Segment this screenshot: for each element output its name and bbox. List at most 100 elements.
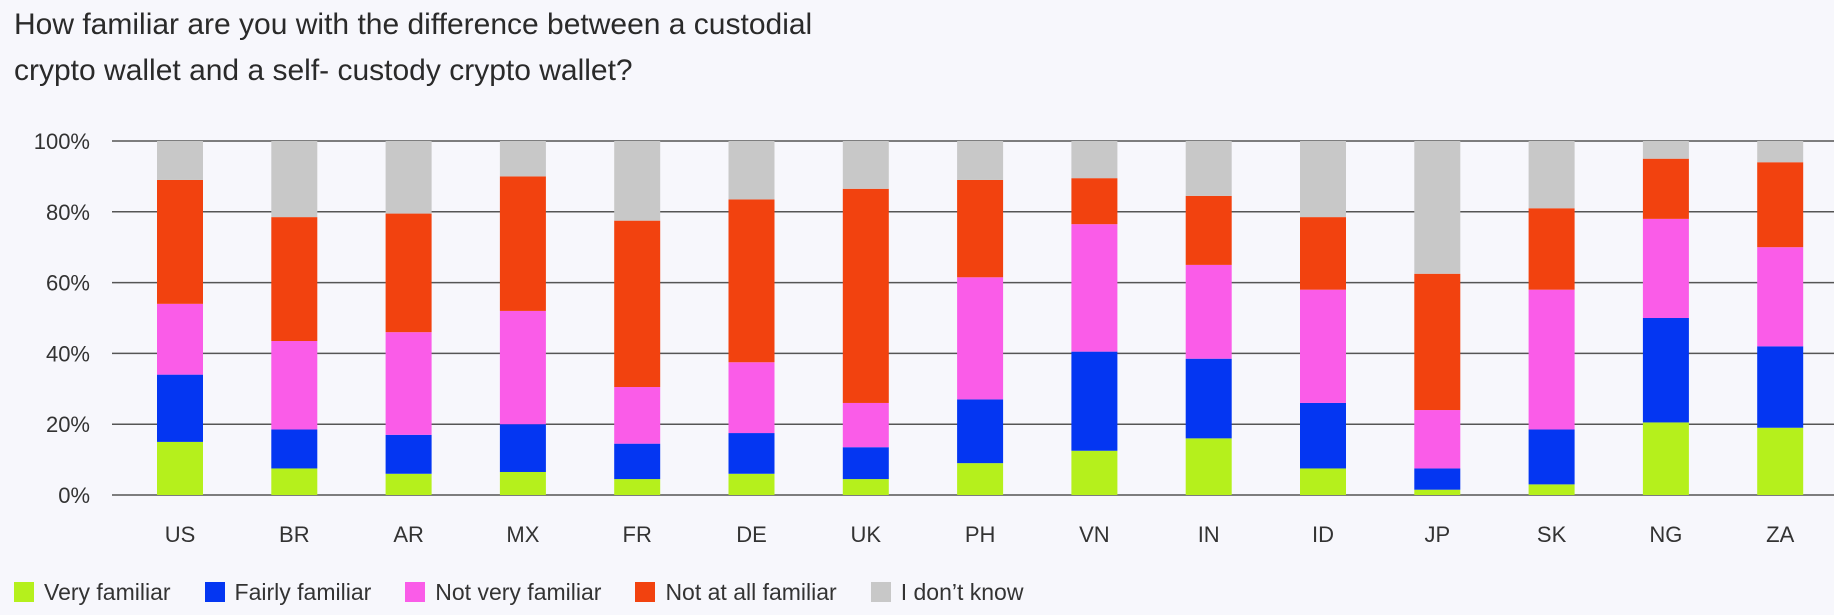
bar-uk-fairly-familiar <box>842 447 889 480</box>
bar-uk-i-don-t-know <box>842 141 889 189</box>
bar-in-not-very-familiar <box>1185 264 1232 359</box>
bar-id-very-familiar <box>1300 468 1346 495</box>
x-category-label: VN <box>1079 522 1110 547</box>
bar-ph-very-familiar <box>957 463 1004 495</box>
bar-za-not-at-all-familiar <box>1757 162 1804 248</box>
y-tick-label: 40% <box>46 341 90 366</box>
bar-us-very-familiar <box>157 441 203 495</box>
bar-ph-i-don-t-know <box>957 141 1004 180</box>
legend-item: Not at all familiar <box>635 578 837 606</box>
bar-mx-i-don-t-know <box>499 141 546 177</box>
legend-item: Fairly familiar <box>204 578 372 606</box>
bar-ar-very-familiar <box>385 473 432 495</box>
legend-label: Not at all familiar <box>665 578 837 605</box>
chart-bars <box>157 141 1804 495</box>
legend-swatch <box>635 582 656 602</box>
bar-mx-very-familiar <box>499 471 546 495</box>
y-tick-label: 80% <box>46 200 90 225</box>
bar-vn-i-don-t-know <box>1071 141 1118 179</box>
x-category-label: JP <box>1424 522 1450 547</box>
bar-vn-very-familiar <box>1071 450 1118 495</box>
x-category-label: UK <box>851 522 882 547</box>
bar-fr-not-at-all-familiar <box>614 220 661 388</box>
bar-ng-i-don-t-know <box>1642 141 1689 159</box>
bar-de-not-very-familiar <box>728 362 775 434</box>
bar-vn-fairly-familiar <box>1071 351 1118 451</box>
legend-swatch <box>14 582 34 602</box>
x-category-label: AR <box>393 522 424 547</box>
bar-in-i-don-t-know <box>1185 141 1232 196</box>
chart-title: How familiar are you with the difference… <box>14 2 1214 94</box>
x-category-label: ZA <box>1766 522 1794 547</box>
y-axis-tick-labels: 0% 20% 40% 60% 80% 100% <box>34 129 90 508</box>
bar-de-very-familiar <box>728 473 775 495</box>
bar-uk-not-at-all-familiar <box>842 188 889 403</box>
bar-id-fairly-familiar <box>1300 402 1346 469</box>
bar-mx-fairly-familiar <box>499 424 546 472</box>
bar-us-fairly-familiar <box>157 374 203 442</box>
bar-sk-not-very-familiar <box>1528 289 1575 430</box>
bar-br-fairly-familiar <box>271 429 318 469</box>
bar-mx-not-at-all-familiar <box>499 176 546 311</box>
stacked-bar-chart: 0% 20% 40% 60% 80% 100% US BR AR MX FR DE UK PH VN IN I… <box>34 129 1834 547</box>
bar-de-fairly-familiar <box>728 433 775 474</box>
bar-za-fairly-familiar <box>1757 346 1804 428</box>
legend-swatch <box>204 582 225 602</box>
chart-legend: Very familiar Fairly familiar Not very fam… <box>14 572 1057 612</box>
bar-uk-not-very-familiar <box>842 402 889 448</box>
x-category-label: US <box>165 522 196 547</box>
bar-uk-very-familiar <box>842 479 889 495</box>
bar-za-i-don-t-know <box>1757 141 1804 163</box>
bar-sk-i-don-t-know <box>1528 141 1575 209</box>
bar-ng-very-familiar <box>1642 422 1689 495</box>
y-tick-label: 60% <box>46 271 90 296</box>
chart-title-line-1: How familiar are you with the difference… <box>14 8 813 41</box>
legend-swatch <box>405 582 426 602</box>
bar-in-fairly-familiar <box>1185 358 1232 439</box>
bar-ph-not-very-familiar <box>957 277 1004 400</box>
bar-ar-fairly-familiar <box>385 434 432 474</box>
bar-sk-fairly-familiar <box>1528 429 1575 485</box>
bar-id-not-at-all-familiar <box>1300 217 1346 290</box>
bar-id-not-very-familiar <box>1300 289 1346 403</box>
x-axis-category-labels: US BR AR MX FR DE UK PH VN IN ID JP SK NG ZA <box>165 522 1795 547</box>
bar-us-not-at-all-familiar <box>157 179 203 304</box>
y-tick-label: 100% <box>34 129 90 154</box>
y-tick-label: 0% <box>58 483 90 508</box>
bar-in-not-at-all-familiar <box>1185 195 1232 265</box>
bar-br-i-don-t-know <box>271 141 318 218</box>
bar-vn-not-very-familiar <box>1071 224 1118 352</box>
bar-de-not-at-all-familiar <box>728 199 775 363</box>
x-category-label: SK <box>1537 522 1567 547</box>
bar-fr-very-familiar <box>614 479 661 495</box>
bar-ng-fairly-familiar <box>1642 318 1689 423</box>
legend-item: I don’t know <box>870 579 1023 606</box>
bar-us-i-don-t-know <box>157 141 203 180</box>
bar-ar-i-don-t-know <box>385 141 432 214</box>
bar-za-very-familiar <box>1757 427 1804 495</box>
legend-label: Fairly familiar <box>234 578 372 605</box>
bar-ar-not-very-familiar <box>385 332 432 435</box>
bar-mx-not-very-familiar <box>499 310 546 425</box>
bar-us-not-very-familiar <box>157 303 203 375</box>
bar-jp-not-at-all-familiar <box>1414 273 1461 411</box>
chart-title-line-2: crypto wallet and a self- custody crypto… <box>14 54 633 87</box>
bar-ng-not-at-all-familiar <box>1642 158 1689 219</box>
legend-label: Very familiar <box>44 578 171 605</box>
x-category-label: IN <box>1198 522 1220 547</box>
x-category-label: NG <box>1649 522 1682 547</box>
bar-ph-fairly-familiar <box>957 399 1004 464</box>
bar-sk-not-at-all-familiar <box>1528 208 1575 290</box>
bar-sk-very-familiar <box>1528 484 1575 495</box>
bar-za-not-very-familiar <box>1757 247 1804 347</box>
bar-ng-not-very-familiar <box>1642 218 1689 318</box>
bar-br-not-very-familiar <box>271 341 318 430</box>
y-tick-label: 20% <box>46 412 90 437</box>
legend-item: Not very familiar <box>405 579 601 606</box>
bar-br-very-familiar <box>271 468 318 495</box>
bar-ph-not-at-all-familiar <box>957 179 1004 278</box>
x-category-label: MX <box>506 522 539 547</box>
bar-fr-not-very-familiar <box>614 387 661 444</box>
x-category-label: FR <box>623 522 652 547</box>
bar-jp-very-familiar <box>1414 489 1461 495</box>
